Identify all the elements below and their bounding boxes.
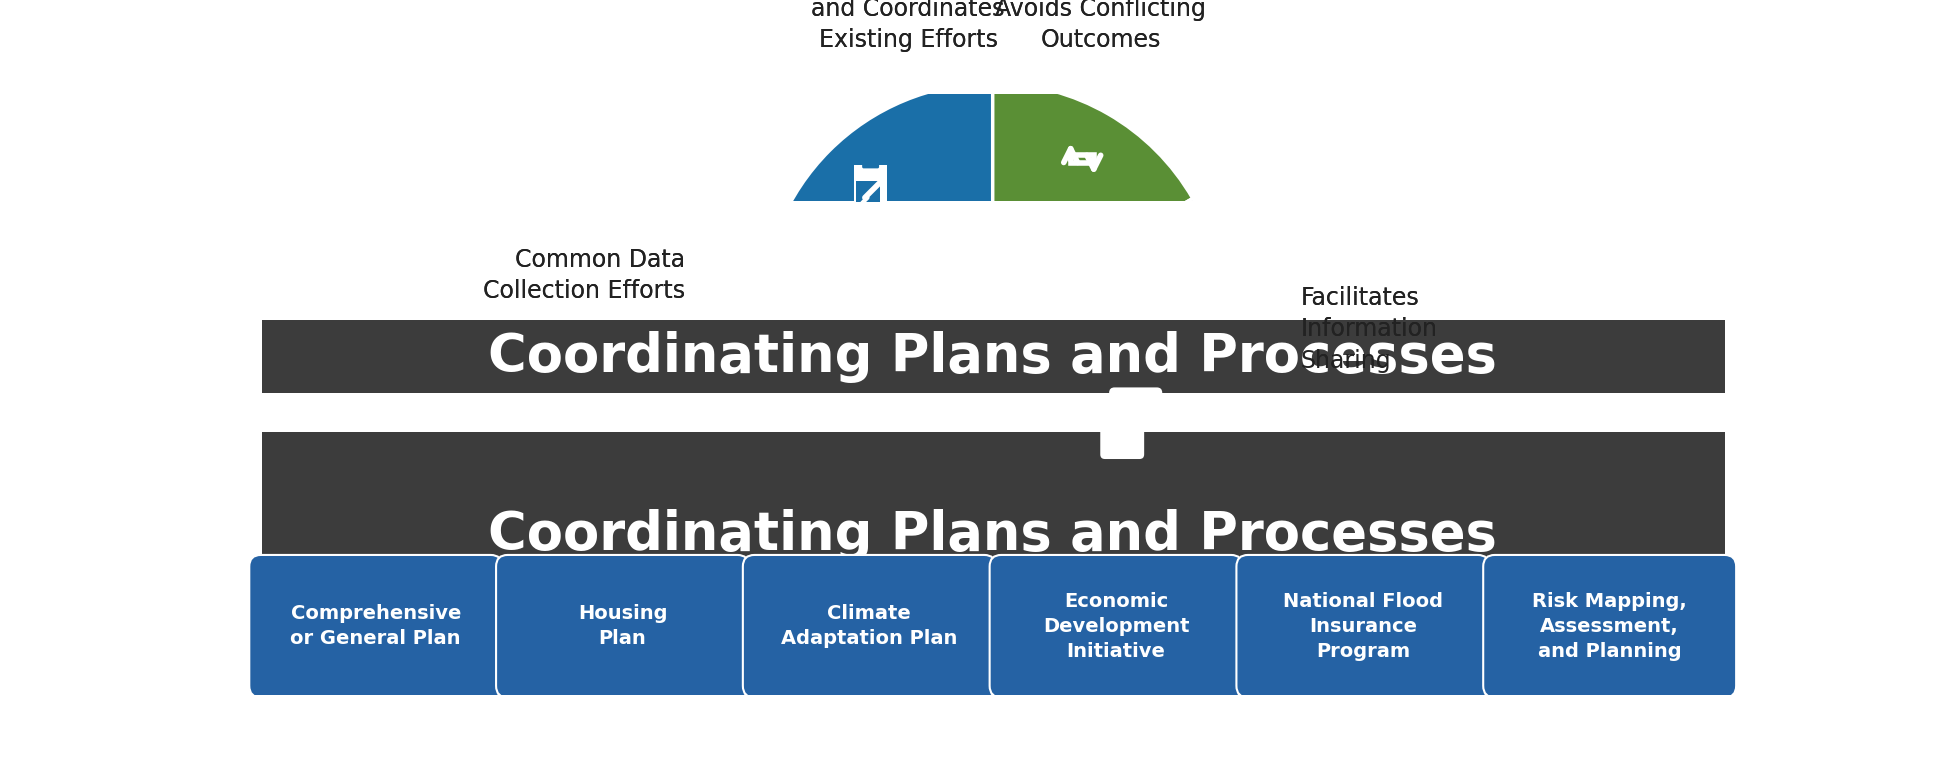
Text: Avoids Conflicting
Outcomes: Avoids Conflicting Outcomes [996,0,1207,52]
Wedge shape [1063,198,1224,374]
Text: Coordinating Plans and Processes: Coordinating Plans and Processes [488,509,1497,561]
FancyBboxPatch shape [744,555,996,697]
Wedge shape [761,83,992,314]
FancyBboxPatch shape [1236,555,1490,697]
FancyBboxPatch shape [1100,425,1145,459]
FancyBboxPatch shape [854,165,887,205]
Wedge shape [1032,335,1216,514]
Polygon shape [1158,267,1184,291]
FancyBboxPatch shape [1154,285,1185,315]
Text: Capitalizes on
and Coordinates
Existing Efforts: Capitalizes on and Coordinates Existing … [812,0,1005,52]
Text: Housing
Plan: Housing Plan [577,604,666,648]
Bar [261,320,1726,394]
Bar [246,314,1739,320]
FancyBboxPatch shape [856,181,879,202]
Bar [261,500,1726,570]
Bar [746,314,1240,560]
Text: Facilitates
Information
Sharing: Facilitates Information Sharing [1302,286,1437,373]
Text: Facilitates
Information
Sharing: Facilitates Information Sharing [1302,286,1437,373]
Bar [723,201,1263,432]
Text: National Flood
Insurance
Program: National Flood Insurance Program [1282,592,1443,661]
Text: Climate
Adaptation Plan: Climate Adaptation Plan [781,604,957,648]
FancyBboxPatch shape [990,555,1242,697]
Circle shape [912,233,1073,394]
FancyBboxPatch shape [862,161,879,169]
FancyBboxPatch shape [1110,387,1162,427]
Text: Coordinating Plans and Processes: Coordinating Plans and Processes [488,330,1497,383]
Text: Economic
Development
Initiative: Economic Development Initiative [1042,592,1189,661]
Text: Avoids Conflicting
Outcomes: Avoids Conflicting Outcomes [996,0,1207,52]
FancyBboxPatch shape [1484,555,1736,697]
Text: Risk Mapping,
Assessment,
and Planning: Risk Mapping, Assessment, and Planning [1532,592,1687,661]
Wedge shape [992,83,1193,273]
FancyBboxPatch shape [496,555,750,697]
Text: Capitalizes on
and Coordinates
Existing Efforts: Capitalizes on and Coordinates Existing … [812,0,1005,52]
Text: Common Data
Collection Efforts: Common Data Collection Efforts [482,248,684,303]
Bar [261,432,1726,518]
Text: Common Data
Collection Efforts: Common Data Collection Efforts [482,248,684,303]
FancyBboxPatch shape [250,555,502,697]
Text: Comprehensive
or General Plan: Comprehensive or General Plan [291,604,461,648]
